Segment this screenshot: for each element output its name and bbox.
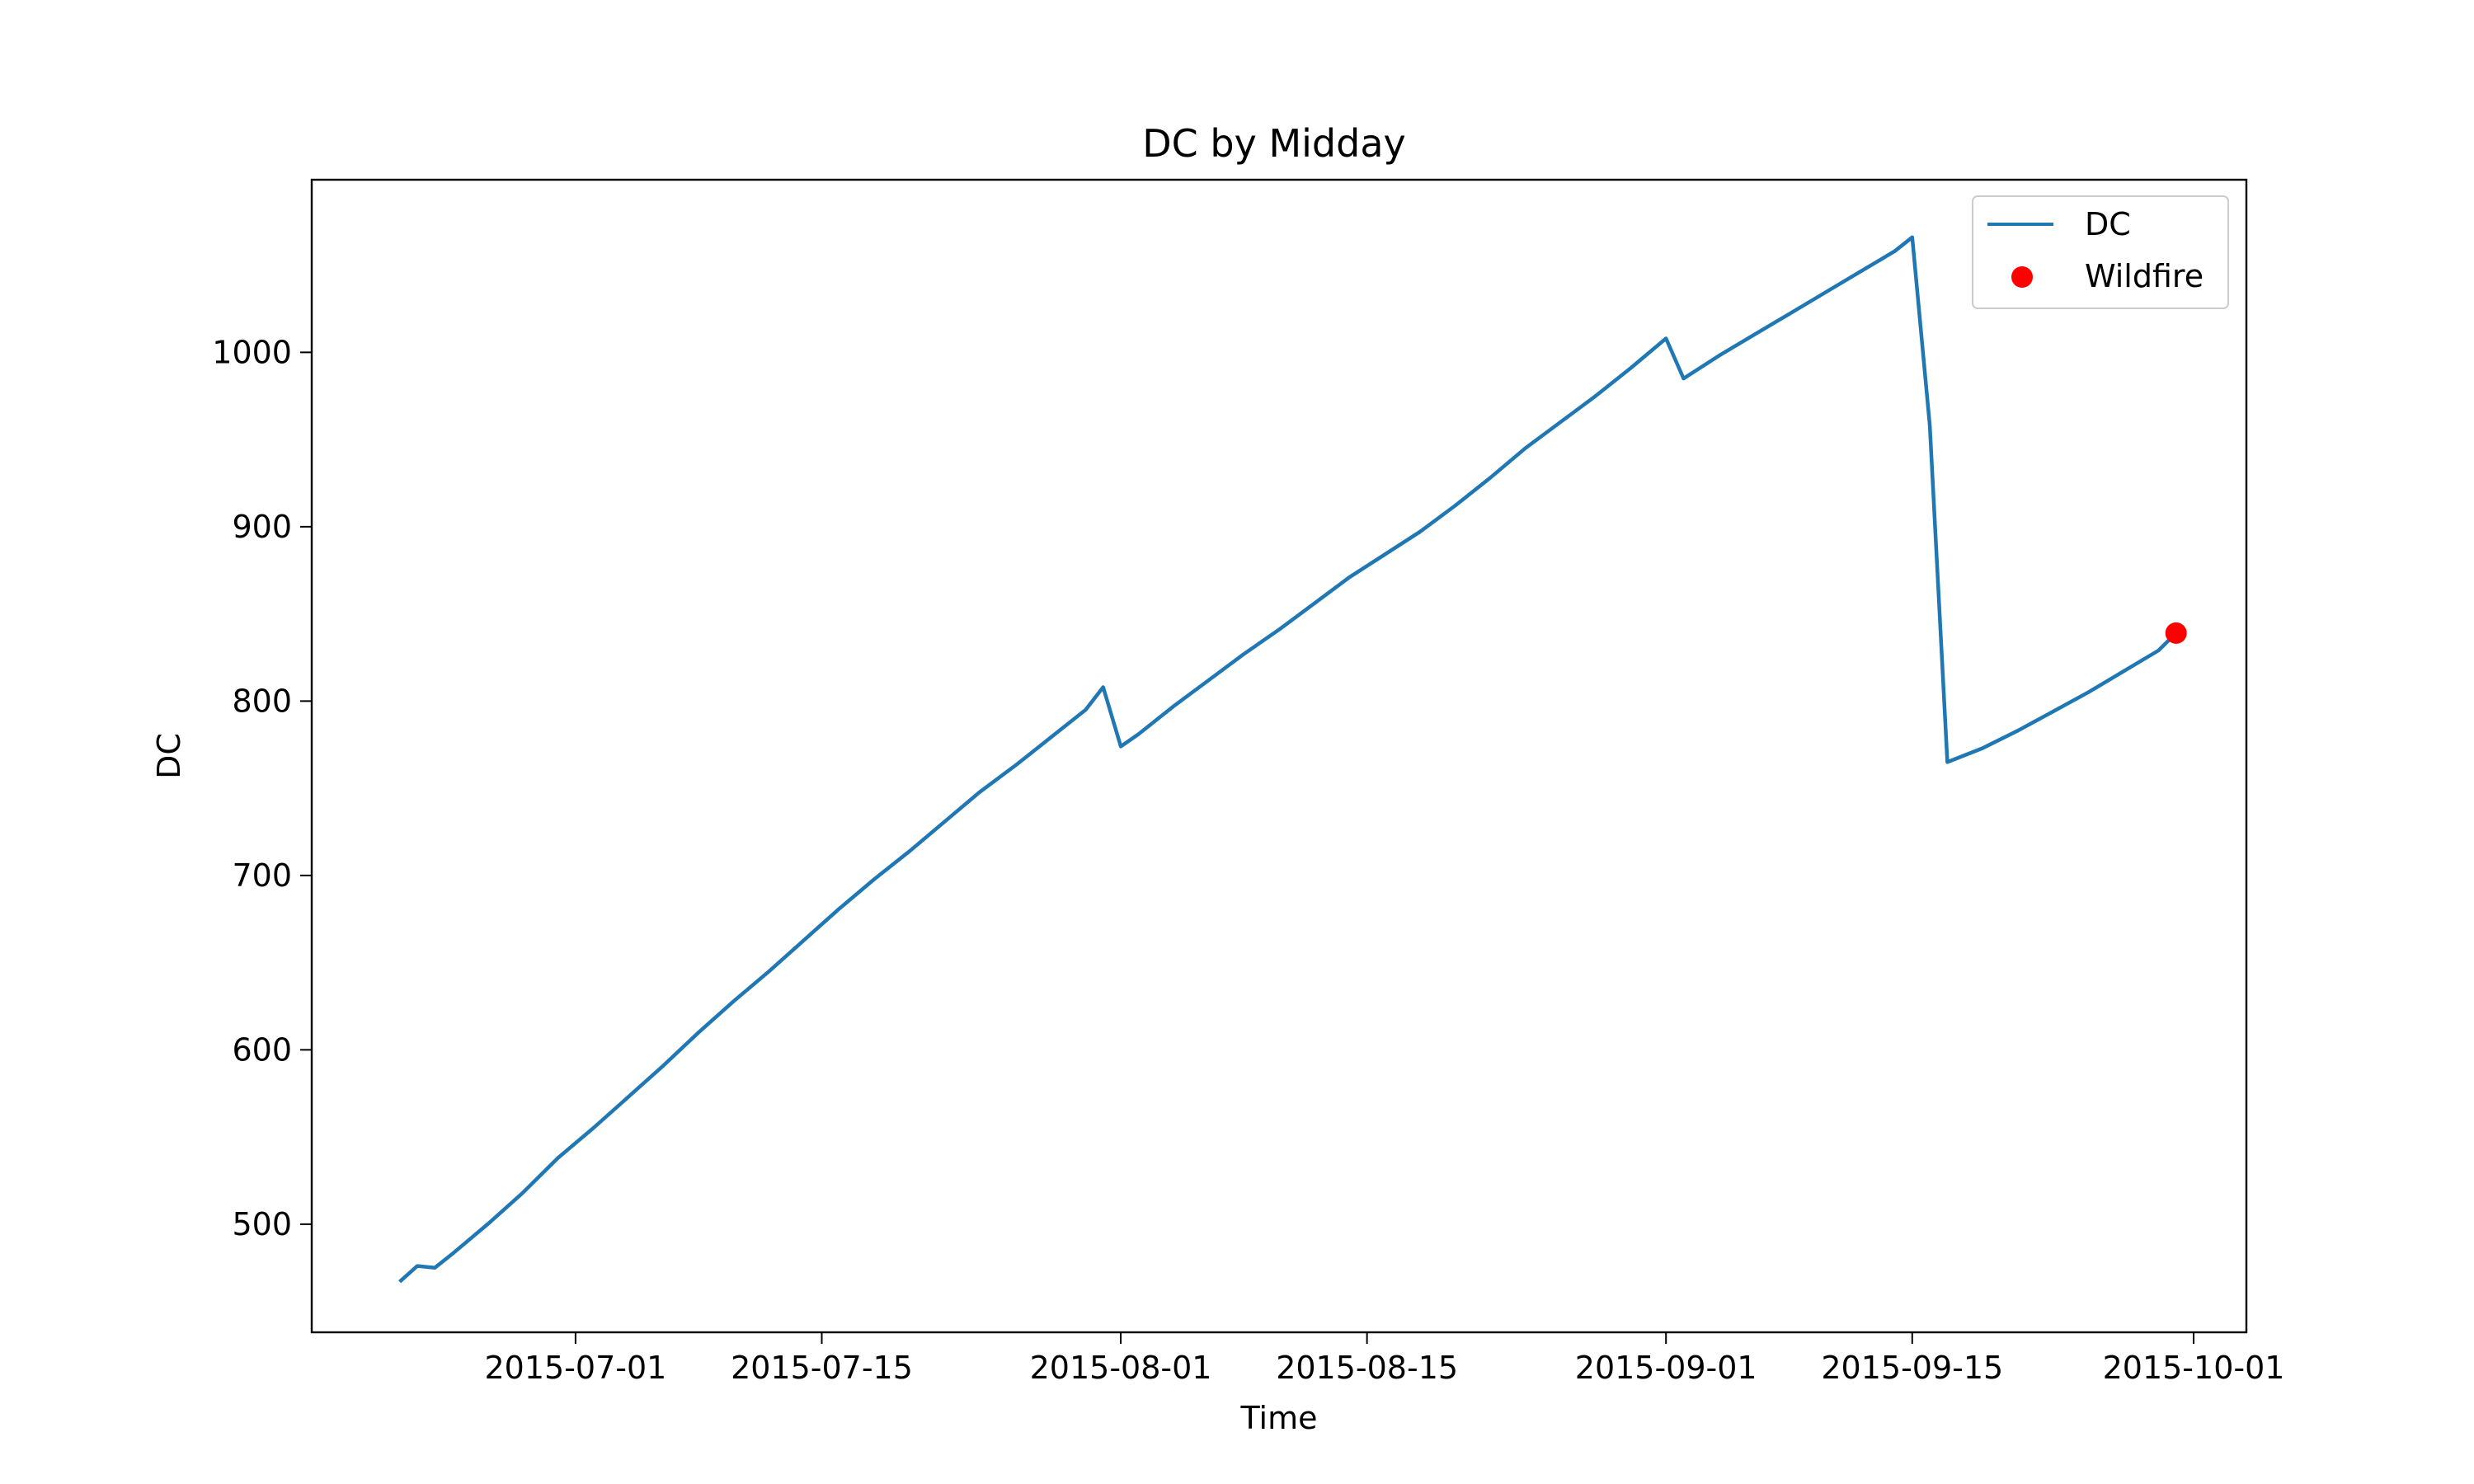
plot-frame: [310, 178, 2248, 1334]
x-tick-label: 2015-08-01: [1030, 1350, 1212, 1386]
legend-wildfire-marker: [2011, 266, 2033, 288]
y-axis: 500 600 700 800 900 1000: [212, 334, 312, 1242]
y-tick-label: 900: [232, 509, 292, 545]
x-axis: 2015-07-01 2015-07-15 2015-08-01 2015-08-15…: [484, 1332, 2284, 1386]
series-line-dc: [398, 235, 2178, 1284]
legend-dc-label: DC: [2085, 206, 2131, 242]
y-tick-label: 700: [232, 857, 292, 894]
plot-area: [398, 235, 2187, 1284]
legend-wildfire-label: Wildfire: [2085, 258, 2204, 294]
y-tick-label: 1000: [212, 334, 292, 370]
x-axis-label: Time: [1240, 1400, 1318, 1436]
x-tick-label: 2015-07-15: [731, 1350, 913, 1386]
x-tick-label: 2015-09-01: [1575, 1350, 1757, 1386]
y-tick-label: 800: [232, 683, 292, 719]
chart-title: DC by Midday: [1142, 121, 1405, 166]
legend: DC Wildfire: [1972, 195, 2229, 309]
x-tick-label: 2015-07-01: [484, 1350, 666, 1386]
y-tick-label: 500: [232, 1206, 292, 1242]
wildfire-point: [2165, 622, 2187, 644]
x-tick-label: 2015-08-15: [1276, 1350, 1458, 1386]
x-tick-label: 2015-10-01: [2103, 1350, 2285, 1386]
y-tick-label: 600: [232, 1031, 292, 1068]
y-axis-label: DC: [151, 733, 187, 779]
x-tick-label: 2015-09-15: [1821, 1350, 2003, 1386]
